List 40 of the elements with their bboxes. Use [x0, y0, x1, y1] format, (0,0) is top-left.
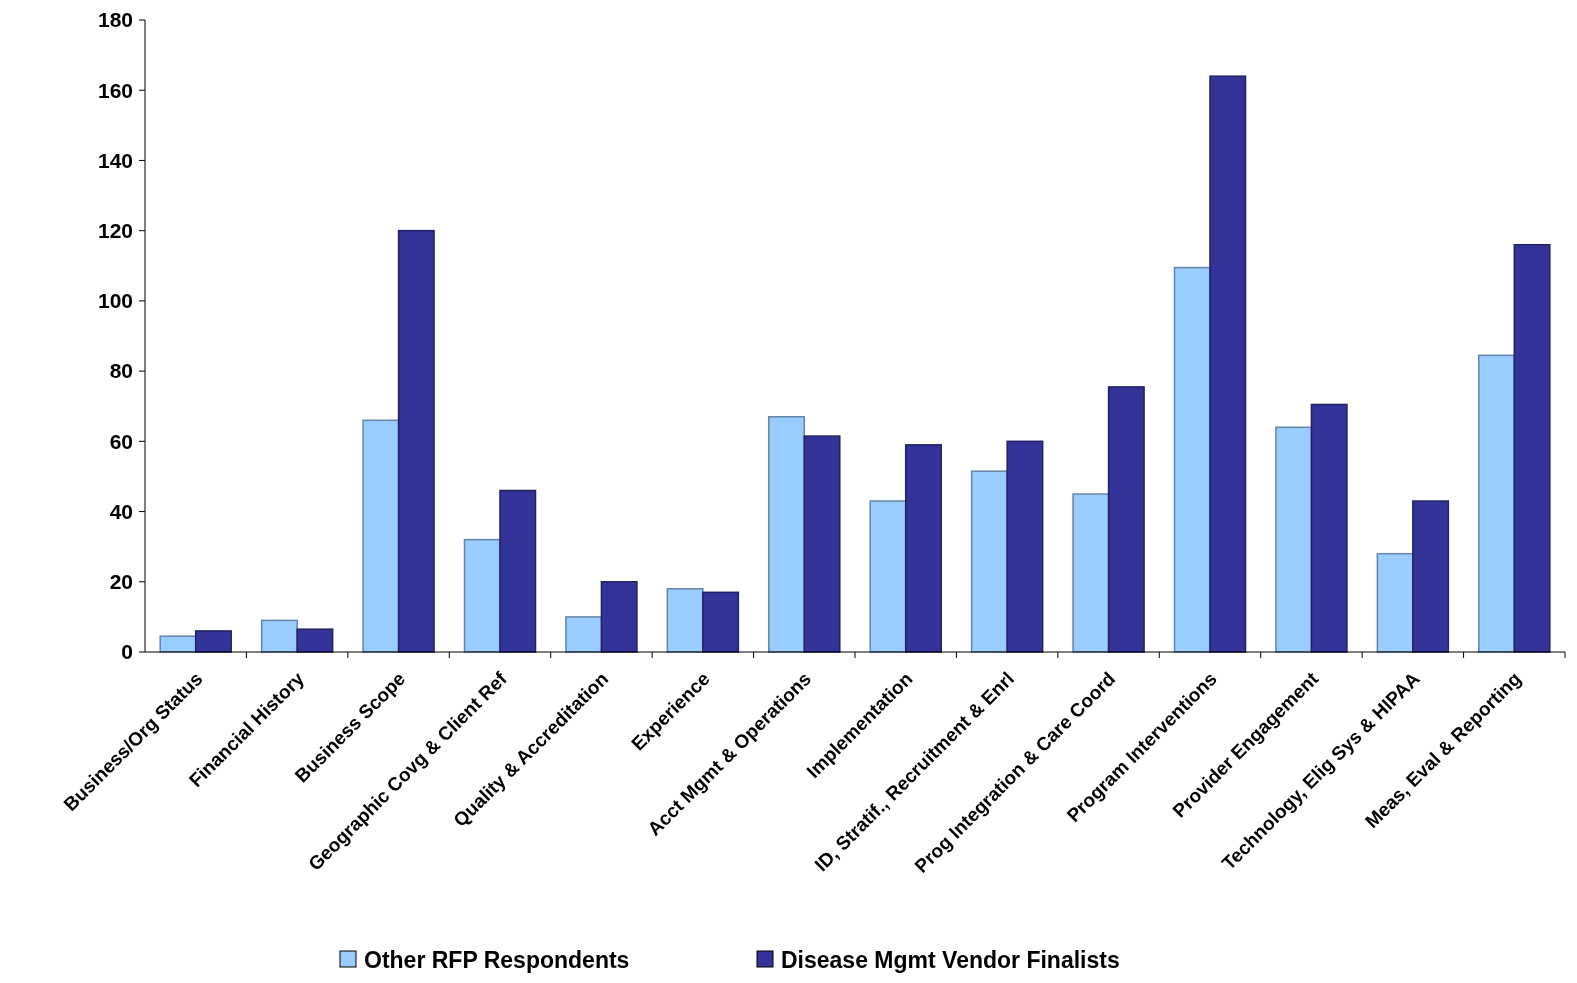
y-tick-label: 180 [97, 8, 133, 32]
bar [1072, 493, 1110, 653]
y-tick-label: 80 [109, 359, 133, 383]
bar [194, 630, 232, 653]
y-tick-label: 100 [97, 289, 133, 313]
bar [803, 435, 841, 653]
bar [666, 588, 704, 653]
bar [1107, 386, 1145, 653]
bar [1173, 266, 1211, 653]
bar [1209, 75, 1247, 653]
bar [463, 538, 501, 653]
bar [1310, 403, 1348, 653]
bar [600, 581, 638, 653]
legend-label: Other RFP Respondents [364, 947, 630, 974]
bar [1376, 552, 1414, 653]
bar [397, 229, 435, 653]
y-tick-label: 60 [109, 429, 133, 453]
bar [869, 500, 907, 653]
bar [1412, 500, 1450, 653]
legend-label: Disease Mgmt Vendor Finalists [781, 947, 1120, 974]
bar [499, 489, 537, 653]
bar [1275, 426, 1313, 653]
bar [1513, 243, 1551, 653]
y-tick-label: 0 [121, 640, 133, 664]
bar [1478, 354, 1516, 653]
y-tick-label: 140 [97, 148, 133, 172]
y-tick-label: 160 [97, 78, 133, 102]
bar [260, 619, 298, 653]
bar [362, 419, 400, 653]
bar [296, 628, 334, 653]
y-tick-label: 40 [109, 499, 133, 523]
bar [565, 616, 603, 653]
y-tick-label: 20 [109, 570, 133, 594]
bar [904, 444, 942, 653]
bar [1006, 440, 1044, 653]
bar [702, 591, 740, 653]
y-tick-label: 120 [97, 219, 133, 243]
bar [768, 416, 806, 653]
bar [970, 470, 1008, 653]
bar [159, 635, 197, 653]
